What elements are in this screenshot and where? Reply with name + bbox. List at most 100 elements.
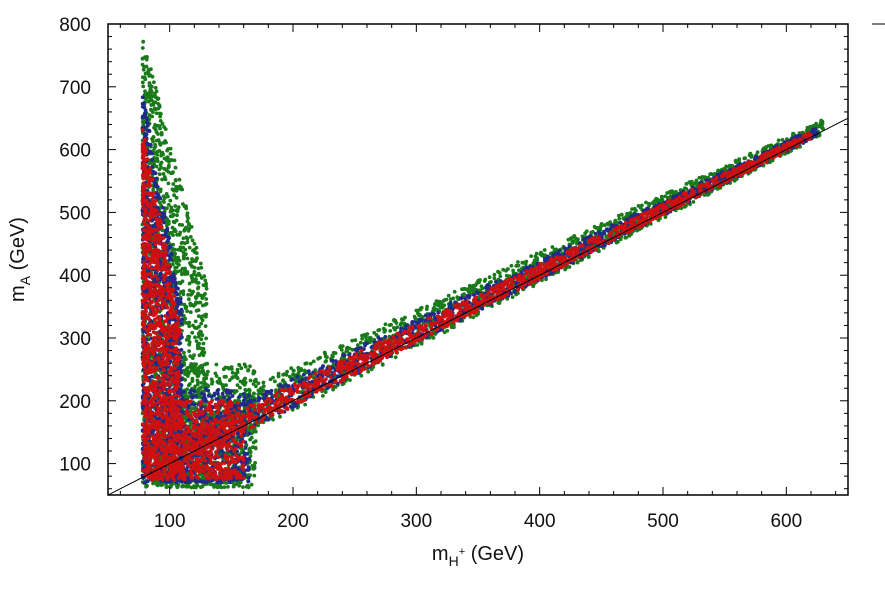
data-point: [197, 332, 202, 337]
data-point: [364, 335, 368, 340]
data-point: [702, 193, 707, 197]
data-point: [175, 296, 180, 301]
data-point: [700, 175, 704, 180]
data-point: [583, 231, 588, 236]
data-point: [433, 302, 437, 307]
data-point: [181, 256, 186, 261]
data-point: [174, 284, 178, 289]
data-point: [497, 301, 502, 305]
data-point: [368, 339, 373, 343]
data-point: [186, 229, 191, 233]
data-point: [291, 372, 295, 377]
data-point: [189, 409, 193, 414]
data-point: [431, 306, 436, 311]
data-point: [173, 165, 178, 170]
data-point: [147, 81, 152, 85]
data-point: [141, 67, 146, 72]
data-point: [154, 164, 159, 169]
data-point: [636, 204, 641, 208]
data-point: [169, 252, 174, 256]
data-point: [172, 188, 177, 193]
data-point: [186, 292, 191, 297]
data-point: [204, 286, 209, 291]
data-point: [158, 142, 163, 147]
data-point: [156, 101, 161, 106]
data-point: [617, 217, 622, 221]
data-point: [187, 349, 192, 353]
data-point: [333, 351, 338, 355]
data-point: [201, 303, 205, 308]
data-point: [509, 263, 514, 268]
data-point: [202, 274, 207, 279]
data-point: [187, 288, 192, 293]
data-point: [194, 257, 199, 262]
data-point: [251, 371, 256, 376]
data-point: [619, 212, 624, 217]
data-point: [147, 113, 152, 118]
data-point: [716, 168, 720, 173]
data-point: [221, 384, 225, 389]
data-point: [355, 343, 360, 347]
data-point: [226, 485, 230, 489]
data-point: [419, 341, 424, 346]
data-point: [181, 236, 186, 241]
data-point: [164, 223, 169, 228]
data-point: [171, 182, 176, 186]
data-point: [154, 111, 159, 116]
data-point: [155, 156, 160, 161]
data-point: [393, 355, 398, 360]
data-point: [237, 362, 242, 367]
data-point: [172, 220, 177, 225]
data-point: [389, 322, 393, 327]
data-point: [198, 329, 203, 334]
data-point: [190, 277, 195, 282]
data-point: [227, 366, 231, 371]
data-point: [281, 372, 286, 377]
data-point: [260, 388, 264, 393]
data-point: [253, 439, 258, 444]
data-point: [239, 366, 244, 371]
data-point: [174, 261, 179, 265]
data-point: [203, 278, 208, 283]
data-point: [191, 289, 196, 294]
data-point: [193, 326, 198, 330]
data-point: [663, 194, 668, 199]
data-point: [152, 91, 157, 96]
data-point: [195, 342, 200, 347]
data-point: [178, 309, 183, 314]
data-point: [372, 330, 377, 335]
data-point: [524, 259, 529, 264]
data-point: [204, 314, 208, 319]
data-point: [209, 377, 214, 382]
data-point: [261, 384, 266, 388]
data-point: [166, 194, 170, 199]
data-point: [194, 277, 198, 282]
data-point: [196, 285, 201, 290]
data-point: [199, 365, 204, 370]
data-point: [152, 80, 156, 85]
data-point: [140, 115, 145, 120]
data-point: [150, 136, 155, 141]
data-point: [668, 189, 672, 194]
data-point: [333, 385, 338, 389]
data-point: [199, 381, 204, 385]
data-point: [146, 99, 151, 104]
data-point: [159, 165, 163, 170]
data-point: [489, 280, 493, 284]
data-point: [217, 483, 222, 488]
data-point: [141, 84, 146, 89]
data-point: [196, 281, 201, 285]
data-point: [311, 359, 316, 364]
data-point: [158, 200, 162, 205]
data-point: [238, 385, 242, 390]
data-point: [176, 205, 181, 210]
data-point: [194, 273, 199, 278]
data-point: [141, 257, 145, 261]
data-point: [586, 255, 591, 259]
data-point: [805, 125, 810, 130]
data-point: [242, 362, 247, 367]
data-point: [190, 238, 195, 243]
data-point: [164, 228, 169, 233]
data-point: [193, 319, 198, 324]
data-point: [438, 300, 443, 305]
